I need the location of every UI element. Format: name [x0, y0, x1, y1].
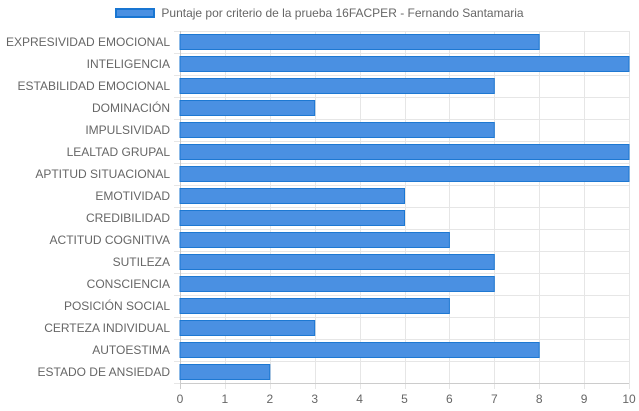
x-tick-label: 1	[222, 392, 229, 406]
bar	[179, 210, 405, 226]
bar	[179, 56, 630, 72]
x-tick-label: 0	[177, 392, 184, 406]
x-tick-label: 10	[622, 392, 636, 406]
bar	[179, 100, 316, 116]
y-tick-label: ESTADO DE ANSIEDAD	[38, 365, 171, 379]
y-tick-label: CERTEZA INDIVIDUAL	[44, 321, 170, 335]
chart-legend[interactable]: Puntaje por criterio de la prueba 16FACP…	[0, 6, 639, 20]
legend-swatch	[115, 8, 156, 18]
bar	[179, 276, 495, 292]
y-tick-label: CONSCIENCIA	[87, 277, 170, 291]
x-tick-label: 7	[491, 392, 498, 406]
x-tick-label: 5	[401, 392, 408, 406]
bar	[179, 166, 630, 182]
y-tick-label: EMOTIVIDAD	[95, 189, 170, 203]
y-tick-label: ESTABILIDAD EMOCIONAL	[18, 79, 171, 93]
bar	[179, 364, 271, 380]
y-tick-label: AUTOESTIMA	[92, 343, 170, 357]
x-tick-label: 4	[356, 392, 363, 406]
bar	[179, 254, 495, 270]
bar	[179, 320, 316, 336]
y-tick-label: IMPULSIVIDAD	[85, 123, 170, 137]
x-tick-label: 9	[581, 392, 588, 406]
x-tick-label: 6	[446, 392, 453, 406]
bar	[179, 144, 630, 160]
y-tick-label: CREDIBILIDAD	[86, 211, 170, 225]
y-tick-label: POSICIÓN SOCIAL	[64, 298, 170, 313]
legend-label: Puntaje por criterio de la prueba 16FACP…	[161, 6, 524, 20]
y-tick-label: APTITUD SITUACIONAL	[35, 167, 170, 181]
bar	[179, 78, 495, 94]
bar	[179, 298, 450, 314]
y-tick-label: ACTITUD COGNITIVA	[50, 233, 170, 247]
bar	[179, 34, 540, 50]
bar	[179, 188, 405, 204]
y-tick-label: LEALTAD GRUPAL	[67, 145, 171, 159]
x-tick-label: 3	[311, 392, 318, 406]
x-tick-label: 2	[266, 392, 273, 406]
y-tick-label: DOMINACIÓN	[92, 100, 170, 115]
x-tick-label: 8	[536, 392, 543, 406]
y-tick-label: INTELIGENCIA	[87, 57, 170, 71]
bar	[179, 342, 540, 358]
bar	[179, 122, 495, 138]
bar	[179, 232, 450, 248]
y-tick-label: SUTILEZA	[113, 255, 170, 269]
y-tick-label: EXPRESIVIDAD EMOCIONAL	[6, 35, 170, 49]
